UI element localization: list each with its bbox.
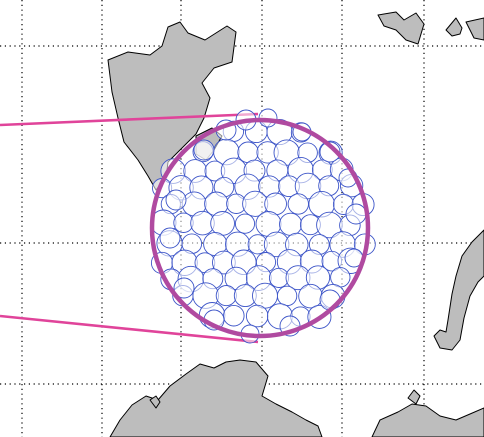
leader-line-bottom [0, 314, 259, 344]
cell-circle [276, 285, 298, 307]
cell-circle [279, 212, 303, 236]
cell-circle [234, 213, 256, 234]
coast-top-right-1 [377, 11, 425, 45]
cell-circle [173, 277, 195, 299]
cell-circle [193, 139, 215, 161]
cell-circle [210, 211, 235, 236]
cell-circle [165, 189, 187, 211]
cell-circle [223, 304, 245, 327]
inset-boundary-ring [149, 117, 371, 339]
cell-circle [319, 141, 341, 163]
cell-circle [298, 283, 323, 309]
landmass-group [107, 11, 484, 437]
islet-bottom-left [149, 395, 161, 409]
cell-circle [287, 193, 309, 215]
cell-circle [159, 227, 181, 249]
islet-bottom-right [407, 389, 421, 405]
cell-circle [345, 203, 367, 225]
coast-right-arc [433, 229, 484, 351]
cell-circle [319, 289, 341, 311]
coast-top-right-2 [445, 17, 463, 37]
coast-top-right-3 [465, 17, 484, 41]
coast-bottom-right [371, 403, 484, 437]
cell-circle [252, 282, 278, 309]
cell-circle [237, 141, 259, 164]
cell-circle [245, 304, 269, 328]
coast-bottom-center [109, 359, 323, 437]
island-north-large [107, 21, 237, 191]
cell-circles [150, 108, 376, 344]
leader-line-top [0, 112, 259, 127]
cell-circle [215, 285, 237, 307]
